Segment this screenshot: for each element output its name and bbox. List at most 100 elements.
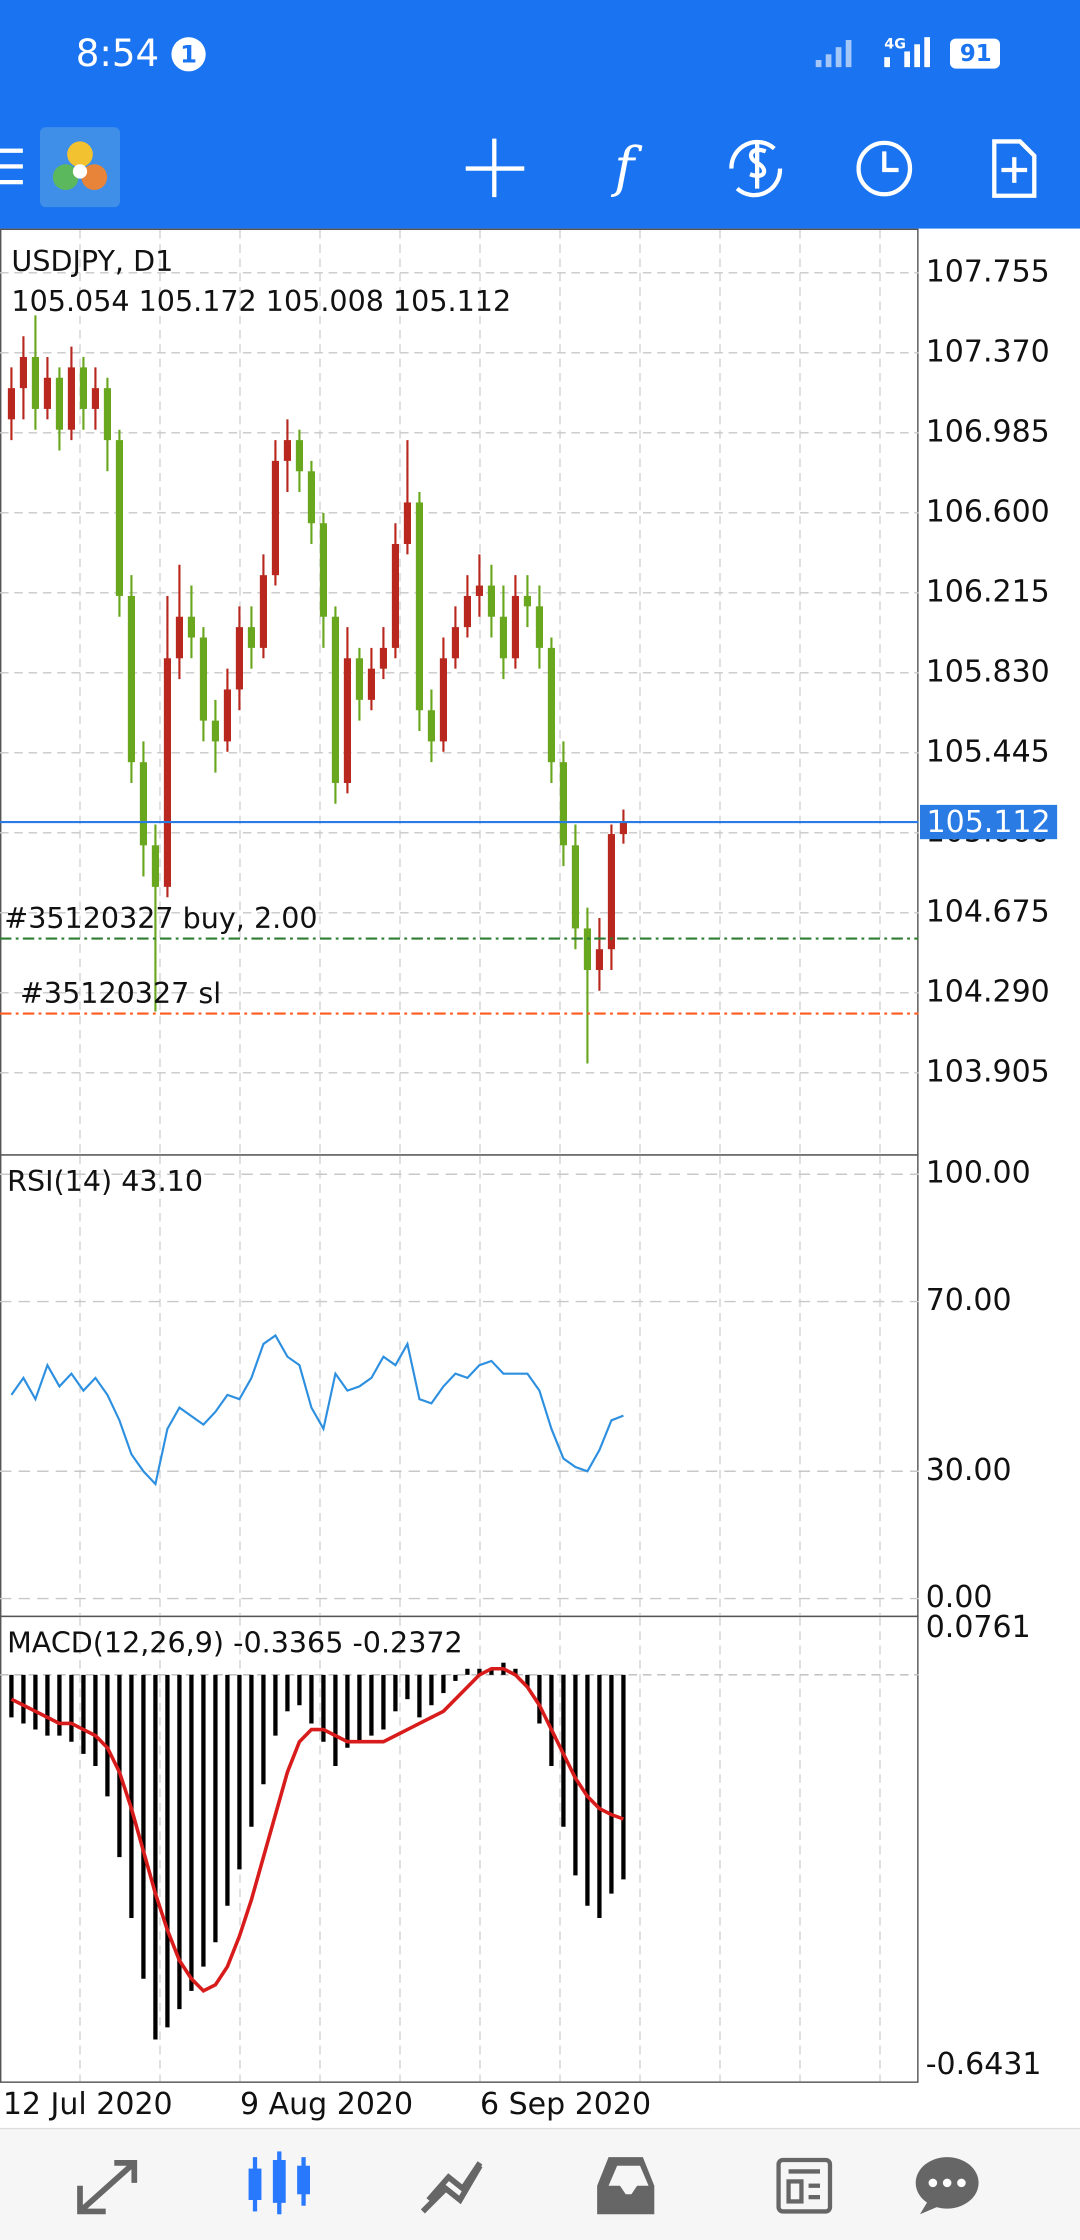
chat-tab[interactable] [915,2157,979,2215]
candle-body [571,845,579,929]
candle-body [55,377,63,430]
candle-body [103,388,111,441]
candle-body [463,595,472,628]
ohlc-readout: 105.054 105.172 105.008 105.112 [11,284,511,318]
candle-body [439,658,447,742]
candle-body [127,595,135,763]
candle-body [247,627,255,648]
current-price-label: 105.112 [927,805,1051,840]
y-tick-label: -0.6431 [926,2047,1042,2082]
trade-tab[interactable] [420,2161,483,2214]
candle-body [283,440,291,461]
candle-body [343,658,351,783]
candle-body [187,616,195,638]
candle-body [403,502,412,544]
candle-body [535,606,543,648]
candle-body [487,585,495,617]
x-tick-label: 12 Jul 2020 [3,2087,173,2122]
period-button[interactable] [856,140,913,197]
rsi-line [10,1333,624,1487]
y-tick-label: 105.445 [926,734,1050,769]
candle-body [223,689,231,742]
candle-body [163,658,171,887]
signal-icon [815,40,852,68]
clock: 8:54 [76,32,159,75]
app-logo[interactable] [40,127,120,208]
candle-body [547,647,555,763]
y-tick-label: 30.00 [926,1453,1012,1488]
candle-body [307,471,315,524]
notification-badge [171,37,206,72]
battery-level: 91 [960,41,992,67]
chart-title: USDJPY, D1 [11,244,173,278]
y-tick-label: 106.215 [926,574,1050,609]
new-order-button[interactable] [992,139,1037,198]
current-price-tag [920,804,1058,840]
candle-body [7,388,15,420]
y-tick-label: 0.00 [926,1580,993,1615]
signal-line [10,1666,625,1994]
order-label: #35120327 sl [20,976,221,1010]
candle-body [331,616,339,783]
candle-body [19,356,27,389]
network-type: 4G [884,36,906,52]
y-tick-label: 105.830 [926,654,1050,689]
macd-pane [0,1615,919,2083]
chart-layer: 107.755 107.370 106.985 106.600 106.215 105.8… [0,230,1058,2122]
x-tick-label: 6 Sep 2020 [480,2087,651,2122]
candle-body [199,637,207,721]
candle-body [415,502,423,711]
candle-body [259,575,267,648]
crosshair-button[interactable] [465,138,525,198]
history-tab[interactable] [597,2157,655,2215]
candle-body [511,595,519,659]
y-tick-label: 107.370 [926,334,1050,369]
candle-body [595,949,603,970]
candle-body [271,460,279,576]
price-pane [0,228,919,1156]
order-label: #35120327 buy, 2.00 [4,901,317,935]
candle-body [523,595,531,607]
candle-body [115,440,123,596]
trade-button[interactable] [729,139,783,198]
candle-body [355,658,363,700]
y-tick-label: 100.00 [926,1156,1031,1191]
y-tick-label: 106.985 [926,414,1050,449]
candle-body [31,356,39,409]
candle-body [79,367,87,409]
candle-body [139,762,147,846]
candle-body [367,668,375,700]
candle-body [235,627,244,690]
quotes-tab[interactable] [77,2160,138,2215]
y-tick-label: 104.290 [926,974,1050,1009]
y-tick-label: 107.755 [926,254,1050,289]
signal-icon-2 [884,37,930,68]
candle-body [43,377,51,409]
candle-body [319,523,327,617]
y-tick-label: 70.00 [926,1283,1012,1318]
top-bar [0,0,1080,229]
candle-body [91,388,100,409]
candle-body [607,834,615,950]
candle-body [451,627,459,659]
rsi-title: RSI(14) 43.10 [7,1164,203,1198]
y-tick-label: 103.905 [926,1054,1050,1089]
x-tick-label: 9 Aug 2020 [240,2087,413,2122]
notification-count: 1 [180,40,197,69]
candle-body [391,544,399,648]
candle-body [67,367,75,430]
rsi-pane [0,1154,919,1618]
candle-body [427,710,435,742]
menu-button[interactable] [0,148,23,185]
candle-body [175,616,184,659]
candle-body [619,822,627,835]
chart-tab[interactable] [248,2151,310,2215]
macd-title: MACD(12,26,9) -0.3365 -0.2372 [7,1625,463,1659]
candle-body [211,720,219,742]
battery [950,38,1000,69]
bottom-nav [0,2128,1080,2240]
y-tick-label: 0.0761 [926,1610,1031,1645]
candle-body [559,762,567,846]
news-tab[interactable] [776,2157,833,2214]
